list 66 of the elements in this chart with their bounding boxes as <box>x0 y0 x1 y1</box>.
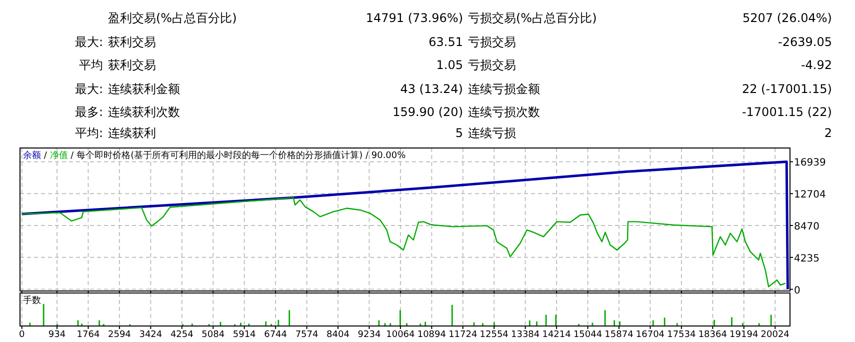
text: 2 <box>824 126 832 140</box>
annotation: / <box>44 151 48 161</box>
text: 连续获利次数 <box>108 105 180 119</box>
y-tick-label: 16939 <box>794 158 826 169</box>
text: 5 <box>455 126 463 140</box>
text: 连续亏损次数 <box>468 105 540 119</box>
text: 最大: <box>74 35 103 49</box>
text: 亏损交易 <box>468 58 516 72</box>
chart-subtitle: 每个即时价格(基于所有可利用的最小时段的每一个价格的分形插值计算) / 90.00% <box>76 150 406 161</box>
x-tick-label: 14214 <box>542 330 572 340</box>
y-tick-label: 12704 <box>794 190 826 201</box>
chart-title: 手数 <box>23 295 41 306</box>
text: 最大: <box>74 82 103 96</box>
text: 连续获利金额 <box>108 82 180 96</box>
text: 1.05 <box>436 58 463 72</box>
x-tick-label: 934 <box>48 330 66 340</box>
x-tick-label: 9234 <box>358 330 381 340</box>
x-tick-label: 3424 <box>139 330 162 340</box>
text: 余额 <box>23 150 41 161</box>
y-tick-label: 4235 <box>794 253 820 264</box>
text: 63.51 <box>428 35 463 49</box>
x-tick-label: 12554 <box>480 330 509 340</box>
text: 获利交易 <box>108 35 156 49</box>
x-tick-label: 2594 <box>108 330 132 340</box>
text: -4.92 <box>800 58 832 72</box>
text: 获利交易 <box>108 58 156 72</box>
text: 22 (-17001.15) <box>742 82 832 96</box>
y-tick-label: 8470 <box>794 222 820 233</box>
text: 14791 (73.96%) <box>366 11 463 25</box>
x-tick-label: 10894 <box>417 330 446 340</box>
text: 平均: <box>74 126 103 140</box>
x-tick-label: 7574 <box>295 330 319 340</box>
text: 亏损交易(%占总百分比) <box>468 11 597 25</box>
text: 5207 (26.04%) <box>742 11 832 25</box>
text: 净值 <box>50 150 68 161</box>
text: 亏损交易 <box>468 35 516 49</box>
text: 43 (13.24) <box>400 82 463 96</box>
text: / <box>70 151 74 161</box>
x-tick-label: 18364 <box>698 330 728 340</box>
x-tick-label: 1764 <box>76 330 100 340</box>
text: 159.90 (20) <box>392 105 463 119</box>
text: 平均 <box>79 58 103 72</box>
text: 最多: <box>74 105 103 119</box>
x-tick-label: 19194 <box>730 330 758 340</box>
x-tick-label: 0 <box>19 330 26 340</box>
x-tick-label: 13384 <box>511 330 540 340</box>
x-tick-label: 20024 <box>760 330 790 340</box>
text: 连续获利 <box>108 126 156 140</box>
x-tick-label: 17534 <box>667 330 696 340</box>
x-tick-label: 16704 <box>636 330 665 340</box>
x-tick-label: 5084 <box>202 330 225 340</box>
text: -2639.05 <box>778 35 832 49</box>
x-tick-label: 4254 <box>170 330 194 340</box>
y-tick-label: 0 <box>794 285 800 296</box>
x-tick-label: 15874 <box>604 330 634 340</box>
x-tick-label: 11724 <box>448 330 478 340</box>
x-tick-label: 6744 <box>264 330 288 340</box>
x-tick-label: 10064 <box>386 330 416 340</box>
x-tick-label: 8404 <box>326 330 350 340</box>
text: 连续亏损金额 <box>468 82 540 96</box>
text: 连续亏损 <box>468 126 516 140</box>
x-tick-label: 15044 <box>573 330 602 340</box>
line-series <box>21 197 786 288</box>
text: 盈利交易(%占总百分比) <box>108 11 237 25</box>
text: -17001.15 (22) <box>742 105 832 119</box>
x-tick-label: 5914 <box>232 330 256 340</box>
